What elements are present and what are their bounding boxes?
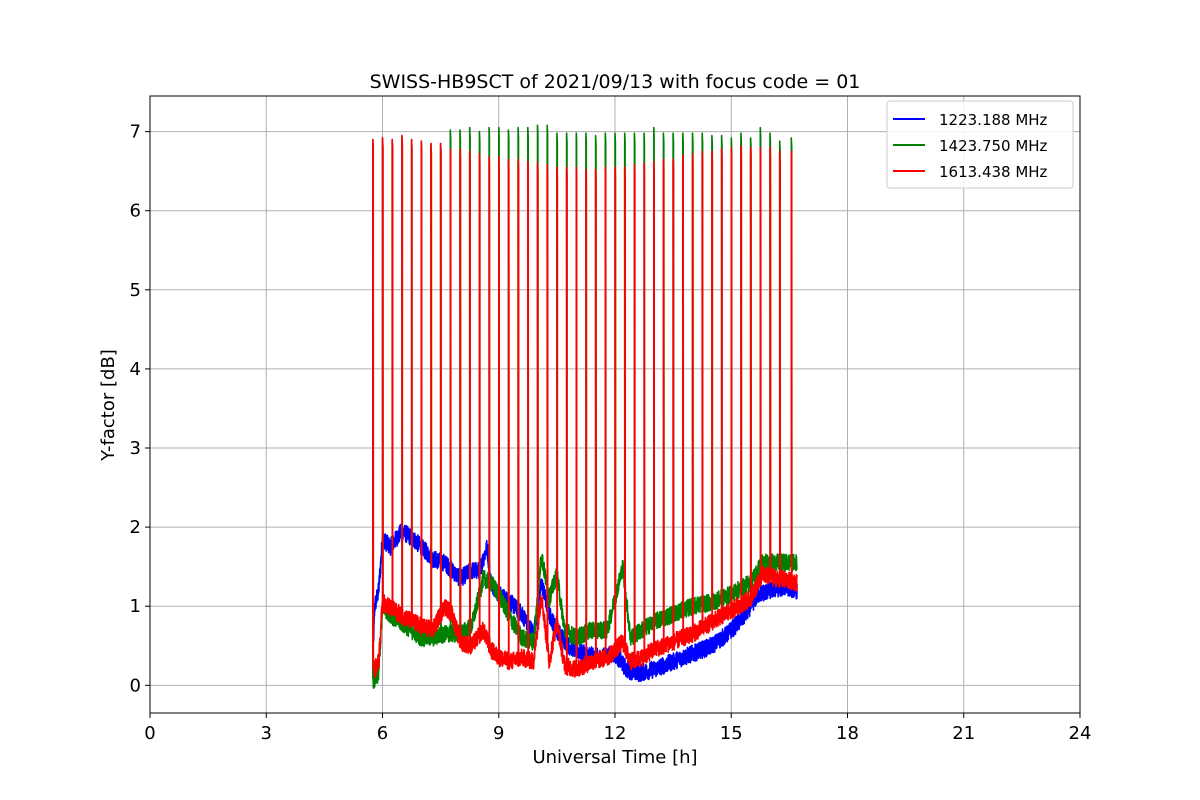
legend: 1223.188 MHz 1423.750 MHz 1613.438 MHz — [886, 100, 1074, 189]
series-layer — [372, 124, 798, 689]
y-tick-label: 6 — [130, 201, 141, 222]
y-tick-label: 7 — [130, 122, 141, 143]
x-tick-label: 9 — [493, 723, 504, 744]
y-tick-label: 5 — [130, 280, 141, 301]
x-tick-label: 0 — [144, 723, 155, 744]
y-tick-label: 1 — [130, 596, 141, 617]
x-tick-label: 12 — [604, 723, 627, 744]
x-tick-label: 6 — [377, 723, 388, 744]
series-line-3 — [372, 134, 798, 679]
x-tick-label: 15 — [720, 723, 743, 744]
y-tick-label: 2 — [130, 517, 141, 538]
y-tick-label: 0 — [130, 675, 141, 696]
legend-box — [886, 100, 1074, 189]
y-axis-label: Y-factor [dB] — [98, 349, 119, 462]
legend-label: 1423.750 MHz — [939, 137, 1048, 155]
y-tick-label: 3 — [130, 438, 141, 459]
chart-title: SWISS-HB9SCT of 2021/09/13 with focus co… — [370, 71, 861, 93]
x-tick-label: 24 — [1069, 723, 1092, 744]
x-tick-label: 21 — [952, 723, 975, 744]
legend-label: 1613.438 MHz — [939, 163, 1048, 181]
x-tick-label: 18 — [836, 723, 859, 744]
y-tick-label: 4 — [130, 359, 141, 380]
x-axis-label: Universal Time [h] — [532, 747, 697, 768]
x-tick-label: 3 — [261, 723, 272, 744]
legend-label: 1223.188 MHz — [939, 111, 1048, 129]
series-line-2 — [372, 124, 798, 689]
